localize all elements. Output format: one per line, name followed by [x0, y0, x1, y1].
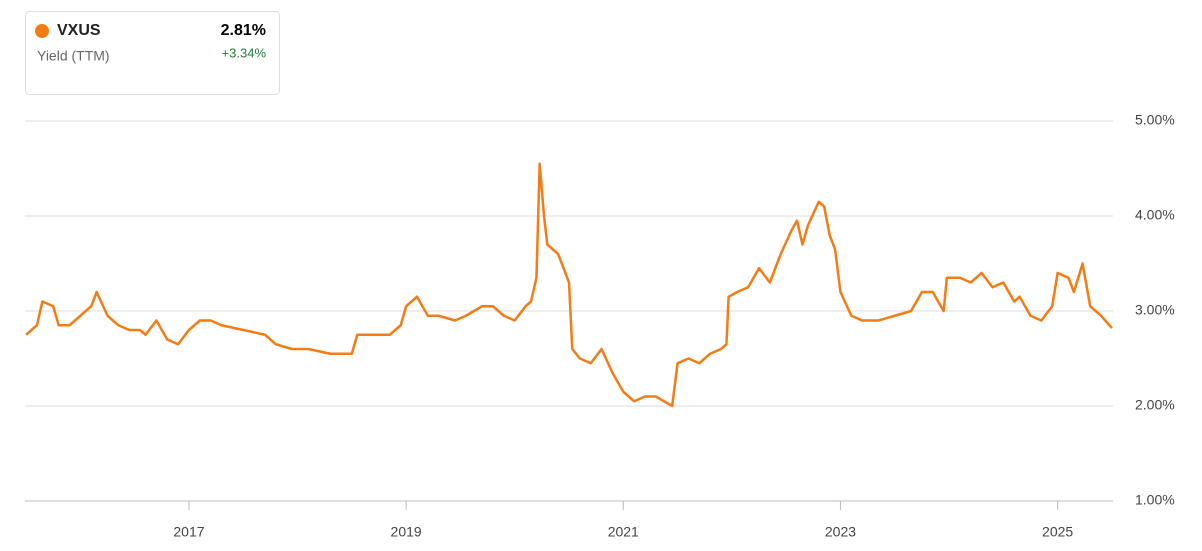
x-tick-label: 2017	[173, 524, 204, 540]
x-tick-label: 2021	[608, 524, 639, 540]
series-line	[25, 162, 1113, 408]
y-tick-label: 1.00%	[1135, 492, 1175, 508]
legend-box	[25, 11, 280, 95]
y-tick-label: 4.00%	[1135, 207, 1175, 223]
legend-change: +3.34%	[222, 45, 267, 60]
y-tick-label: 5.00%	[1135, 112, 1175, 128]
x-tick-label: 2019	[391, 524, 422, 540]
legend-value: 2.81%	[221, 22, 266, 39]
x-tick-label: 2023	[825, 524, 856, 540]
legend-name: VXUS	[57, 22, 101, 39]
y-tick-label: 3.00%	[1135, 302, 1175, 318]
legend-marker	[35, 24, 49, 38]
x-tick-label: 2025	[1042, 524, 1073, 540]
legend-label: Yield (TTM)	[37, 48, 110, 64]
y-tick-label: 2.00%	[1135, 397, 1175, 413]
